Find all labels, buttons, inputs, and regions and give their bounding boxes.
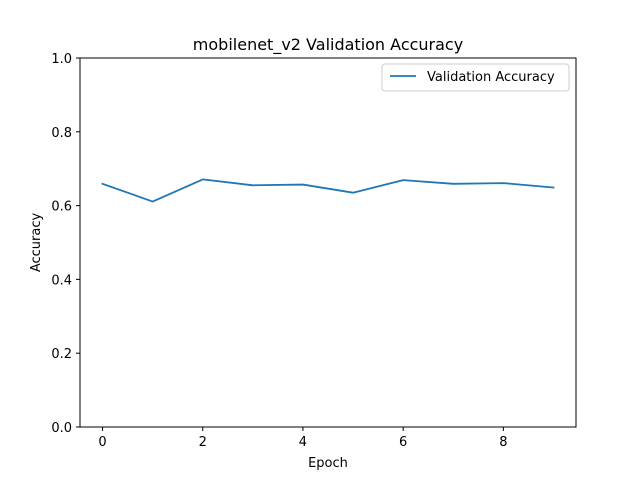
x-tick-label: 2	[199, 435, 207, 450]
x-tick-label: 4	[299, 435, 307, 450]
y-tick-label: 1.0	[51, 52, 72, 67]
x-axis: 0 2 4 6 8	[98, 427, 507, 450]
x-tick-label: 6	[399, 435, 407, 450]
x-axis-label: Epoch	[308, 456, 348, 471]
y-tick-label: 0.6	[51, 200, 72, 215]
series-line	[101, 178, 555, 203]
y-tick-label: 0.4	[51, 273, 72, 288]
y-tick-label: 0.8	[51, 126, 72, 141]
y-tick-label: 0.0	[51, 421, 72, 436]
plot-frame	[79, 57, 577, 428]
y-tick-label: 0.2	[51, 347, 72, 362]
legend: Validation Accuracy	[381, 63, 570, 92]
x-tick-label: 8	[499, 435, 507, 450]
legend-box	[381, 63, 570, 92]
legend-label: Validation Accuracy	[427, 70, 555, 85]
chart-title: mobilenet_v2 Validation Accuracy	[193, 35, 463, 55]
y-axis-label: Accuracy	[29, 213, 44, 273]
y-axis: 0.0 0.2 0.4 0.6 0.8 1.0	[51, 52, 80, 436]
series-layer	[101, 178, 555, 203]
x-tick-label: 0	[98, 435, 106, 450]
